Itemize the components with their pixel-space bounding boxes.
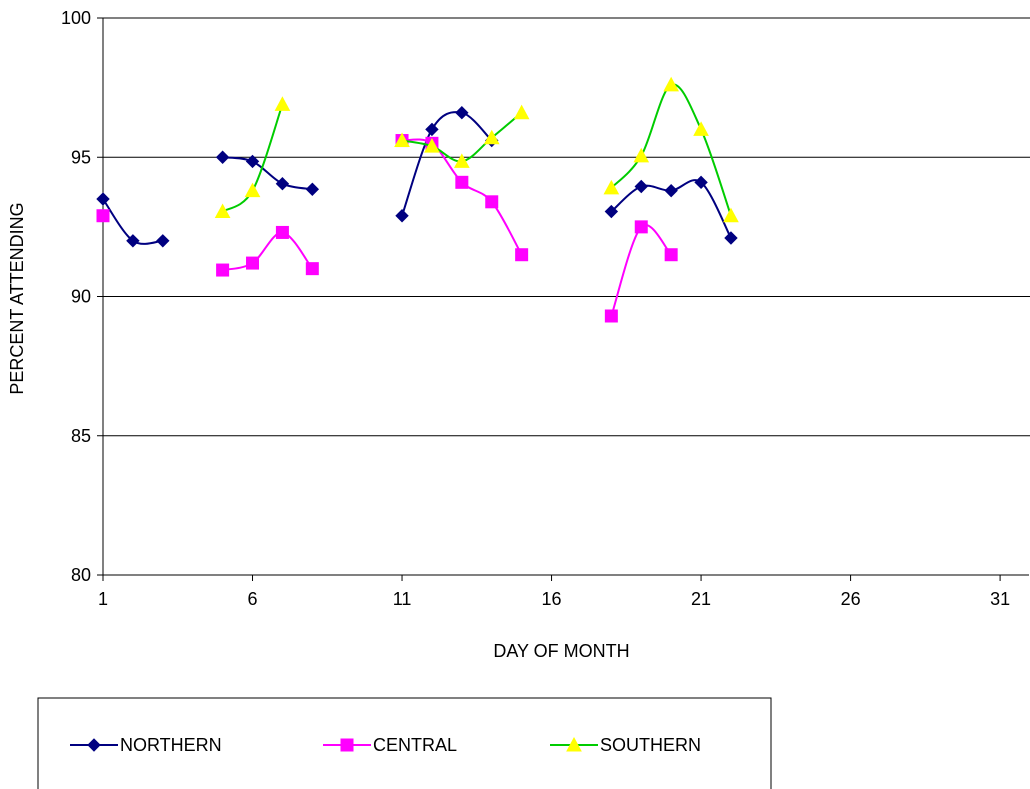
- x-axis-label: DAY OF MONTH: [493, 641, 629, 661]
- y-tick-label: 100: [61, 8, 91, 28]
- data-point-southern: [274, 96, 291, 111]
- legend-label-southern: SOUTHERN: [600, 735, 701, 755]
- data-point-northern: [96, 192, 110, 206]
- data-point-northern: [305, 182, 320, 196]
- data-point-northern: [245, 154, 260, 169]
- data-point-central: [216, 263, 230, 277]
- data-point-southern: [483, 129, 500, 145]
- y-tick-label: 95: [71, 147, 91, 167]
- y-tick-label: 80: [71, 565, 91, 585]
- data-point-southern: [723, 207, 739, 223]
- legend-marker-northern: [87, 738, 101, 752]
- y-tick-label: 85: [71, 426, 91, 446]
- data-point-southern: [513, 104, 530, 120]
- data-point-northern: [604, 204, 619, 219]
- data-point-northern: [275, 177, 290, 191]
- x-tick-label: 1: [98, 589, 108, 609]
- series-southern: [214, 76, 739, 223]
- data-point-northern: [425, 122, 439, 137]
- data-point-northern: [215, 150, 230, 164]
- legend: NORTHERN CENTRAL SOUTHERN: [37, 697, 772, 789]
- x-tick-label: 31: [990, 589, 1010, 609]
- x-tick-label: 26: [841, 589, 861, 609]
- data-point-northern: [395, 209, 409, 223]
- series-line-northern: [222, 156, 313, 191]
- y-tick-label: 90: [71, 287, 91, 307]
- data-point-central: [305, 262, 319, 276]
- data-point-southern: [693, 121, 709, 136]
- data-point-northern: [455, 105, 469, 120]
- data-point-southern: [633, 147, 650, 163]
- data-point-central: [96, 209, 110, 223]
- legend-marker-southern: [566, 736, 582, 752]
- data-point-southern: [663, 76, 679, 92]
- data-point-northern: [694, 175, 708, 190]
- x-tick-label: 11: [393, 589, 412, 609]
- data-point-central: [634, 220, 648, 234]
- data-point-central: [664, 248, 678, 262]
- data-point-southern: [214, 203, 231, 219]
- data-point-southern: [454, 153, 470, 168]
- data-point-central: [455, 175, 469, 189]
- data-point-southern: [603, 179, 620, 195]
- data-point-southern: [394, 132, 410, 148]
- data-point-central: [604, 309, 618, 323]
- series-line-northern: [401, 111, 493, 217]
- data-point-central: [485, 195, 499, 209]
- x-tick-label: 21: [691, 589, 711, 609]
- y-axis-label: PERCENT ATTENDING: [7, 202, 27, 394]
- data-point-northern: [156, 234, 170, 248]
- x-tick-label: 16: [542, 589, 562, 609]
- data-point-central: [515, 248, 529, 262]
- data-point-northern: [126, 234, 140, 248]
- legend-label-northern: NORTHERN: [120, 735, 222, 755]
- series-layer: [96, 76, 739, 323]
- legend-box: [37, 697, 772, 789]
- data-point-northern: [634, 179, 648, 194]
- legend-marker-central: [340, 738, 354, 752]
- data-point-northern: [664, 183, 678, 198]
- series-line-central: [610, 223, 672, 317]
- data-point-southern: [244, 182, 261, 198]
- gridlines: [103, 17, 1030, 437]
- data-point-central: [275, 225, 289, 239]
- series-northern: [96, 105, 738, 248]
- data-point-central: [246, 256, 260, 270]
- legend-label-central: CENTRAL: [373, 735, 457, 755]
- x-tick-label: 6: [248, 589, 258, 609]
- series-central: [96, 134, 678, 323]
- data-point-southern: [424, 138, 440, 153]
- data-point-northern: [724, 231, 738, 245]
- series-line-central: [222, 231, 314, 272]
